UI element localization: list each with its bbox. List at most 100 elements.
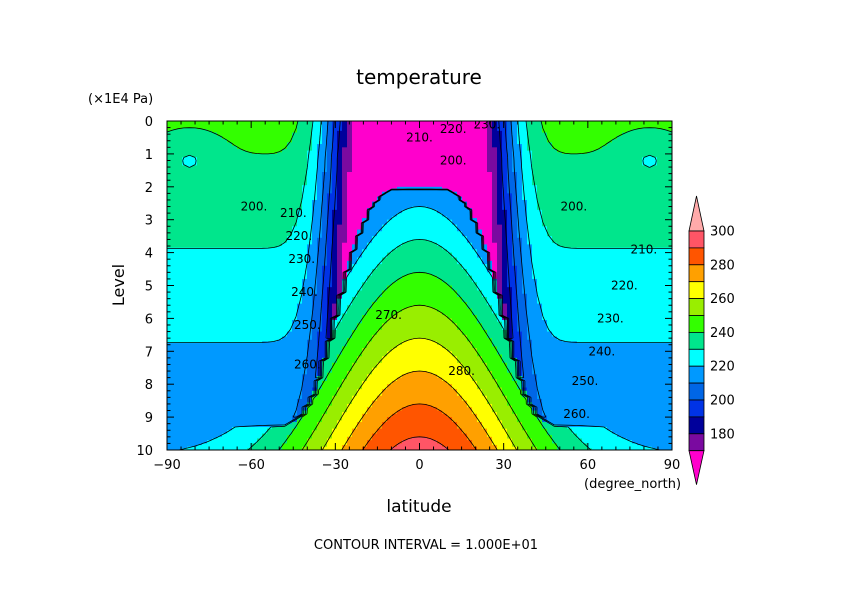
temperature-band — [587, 343, 593, 428]
colorbar-segment — [688, 365, 705, 384]
temperature-band — [297, 121, 303, 211]
temperature-band — [622, 247, 628, 344]
temperature-band — [652, 121, 658, 129]
temperature-band — [412, 305, 418, 339]
temperature-band — [467, 407, 473, 441]
temperature-band — [332, 209, 338, 305]
temperature-band — [172, 247, 178, 344]
temperature-band — [322, 265, 328, 359]
temperature-band — [442, 249, 448, 283]
temperature-band — [362, 121, 368, 219]
temperature-band — [552, 242, 558, 338]
temperature-band — [387, 252, 393, 287]
temperature-band — [452, 356, 458, 390]
temperature-band — [527, 438, 533, 450]
contour-label: 220. — [286, 229, 313, 243]
temperature-band — [192, 121, 198, 129]
temperature-band — [497, 354, 503, 389]
temperature-band — [472, 249, 478, 283]
temperature-band — [212, 343, 218, 440]
x-axis-label: latitude — [386, 497, 451, 517]
temperature-band — [287, 423, 293, 436]
temperature-band — [617, 135, 623, 249]
temperature-band — [477, 323, 483, 357]
temperature-band — [382, 121, 388, 193]
temperature-band — [582, 153, 588, 249]
temperature-band — [452, 191, 458, 226]
temperature-band — [522, 397, 528, 431]
y-axis-label: Level — [109, 264, 128, 306]
temperature-band — [547, 121, 553, 143]
temperature-band — [437, 121, 443, 188]
temperature-band — [342, 445, 348, 450]
temperature-band — [292, 422, 298, 430]
temperature-band — [532, 121, 538, 186]
temperature-band — [277, 339, 283, 428]
temperature-band — [657, 121, 663, 130]
temperature-band — [637, 445, 643, 450]
temperature-band — [437, 377, 443, 412]
temperature-band — [392, 315, 398, 349]
temperature-band — [167, 130, 173, 249]
temperature-band — [322, 172, 328, 267]
temperature-band — [582, 247, 588, 344]
contour-label: 220. — [611, 279, 638, 293]
temperature-band — [427, 306, 433, 341]
temperature-band — [592, 150, 598, 249]
temperature-band — [237, 148, 243, 249]
temperature-band — [462, 203, 468, 237]
temperature-band — [277, 426, 283, 450]
temperature-band — [467, 308, 473, 343]
temperature-band — [197, 129, 203, 249]
temperature-band — [402, 308, 408, 343]
temperature-band — [202, 443, 208, 450]
temperature-band — [572, 247, 578, 343]
temperature-band — [267, 153, 273, 249]
temperature-band — [412, 436, 418, 450]
temperature-band — [402, 275, 408, 310]
temperature-band — [407, 339, 413, 374]
temperature-band — [357, 323, 363, 357]
temperature-band — [342, 121, 348, 148]
temperature-band — [382, 422, 388, 450]
temperature-band — [372, 301, 378, 336]
temperature-band — [342, 147, 348, 244]
temperature-band — [392, 282, 398, 316]
temperature-band — [397, 213, 403, 247]
colorbar: 300 280 260 240 220 200 180 — [688, 195, 735, 485]
temperature-band — [267, 341, 273, 428]
temperature-band — [517, 375, 523, 390]
temperature-band — [402, 121, 408, 188]
temperature-band — [227, 121, 233, 143]
temperature-band — [387, 384, 393, 418]
temperature-band — [352, 329, 358, 364]
temperature-band — [292, 121, 298, 134]
temperature-band — [202, 129, 208, 249]
temperature-band — [222, 343, 228, 435]
temperature-band — [427, 241, 433, 275]
x-tick-label: −30 — [322, 458, 349, 473]
temperature-band — [187, 446, 193, 450]
temperature-band — [602, 343, 608, 428]
temperature-band — [462, 334, 468, 369]
temperature-band — [407, 241, 413, 275]
temperature-band — [402, 440, 408, 450]
temperature-band — [527, 121, 533, 152]
colorbar-label: 300 — [710, 225, 735, 240]
temperature-band — [202, 247, 208, 344]
temperature-band — [537, 303, 543, 400]
temperature-band — [257, 438, 263, 450]
temperature-band — [387, 219, 393, 254]
contour-label: 240. — [291, 285, 318, 299]
temperature-band — [417, 272, 423, 306]
temperature-band — [377, 362, 383, 397]
temperature-band — [407, 208, 413, 242]
temperature-band — [652, 247, 658, 344]
temperature-band — [607, 247, 613, 344]
temperature-band — [452, 290, 458, 324]
temperature-band — [187, 343, 193, 448]
temperature-band — [447, 190, 453, 221]
temperature-band — [442, 413, 448, 448]
temperature-band — [192, 165, 198, 249]
temperature-band — [427, 273, 433, 308]
